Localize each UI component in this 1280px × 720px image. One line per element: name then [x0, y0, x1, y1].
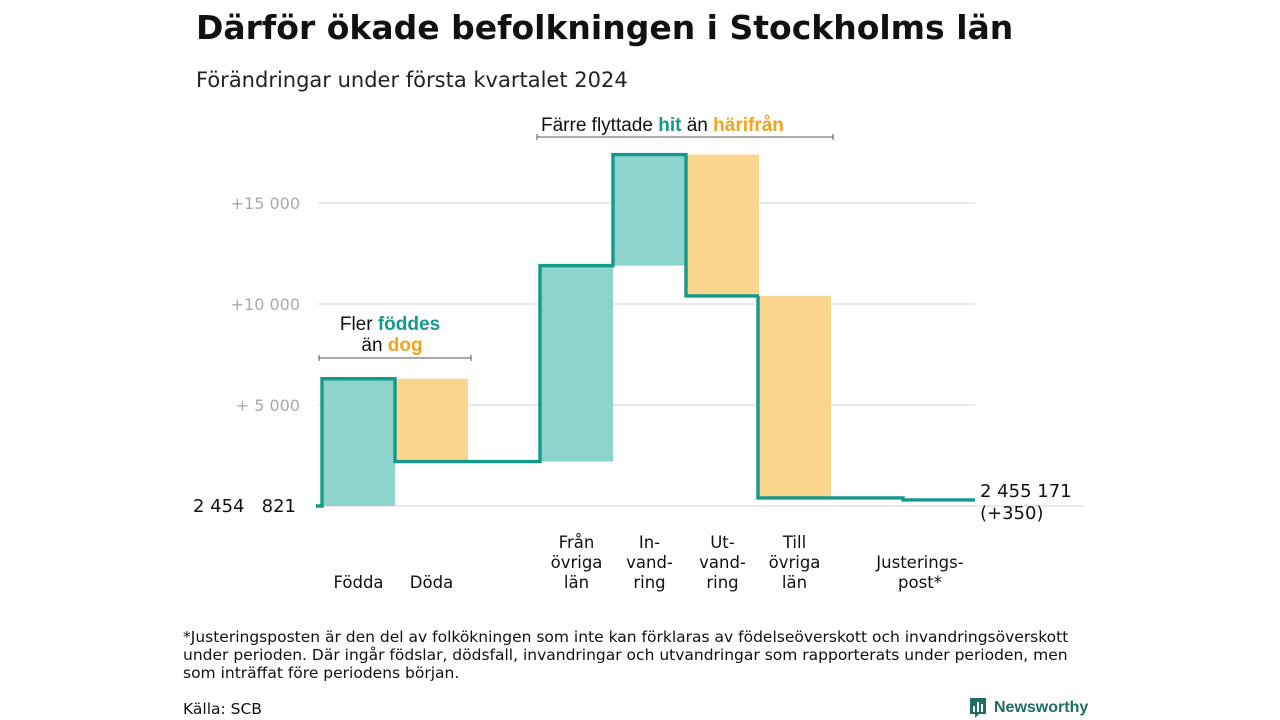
waterfall-bar [758, 295, 831, 498]
brand-name: Newsworthy [994, 699, 1089, 716]
births-annotation-line1: Fler föddes [340, 314, 440, 335]
waterfall-bar [395, 378, 468, 462]
start-value-label: 2 454 821 [193, 496, 296, 517]
births-annotation: Fler föddes än dog [318, 314, 472, 361]
waterfall-bar [613, 154, 686, 266]
births-bracket [318, 355, 472, 361]
footnote: *Justeringsposten är den del av folkökni… [183, 628, 1069, 682]
category-labels: Födda Döda Från övriga län In-vand-ring Ut-van… [333, 533, 963, 592]
waterfall-bar [322, 378, 395, 506]
migration-annotation: Färre flyttade hit än härifrån [536, 115, 834, 140]
y-tick-label: +10 000 [231, 295, 300, 314]
step-line [316, 152, 975, 508]
chart-title: Därför ökade befolkningen i Stockholms l… [196, 8, 1014, 47]
chart-subtitle: Förändringar under första kvartalet 2024 [196, 68, 628, 92]
category-label: Justerings-post* [875, 553, 963, 592]
category-label: Döda [410, 573, 453, 592]
category-label: Till övriga län [769, 533, 821, 592]
bars [322, 154, 831, 506]
category-label: Ut-vand-ring [699, 533, 746, 592]
births-annotation-line2: än dog [361, 335, 422, 356]
bar-chart-icon [970, 698, 986, 718]
brand-logo: Newsworthy [968, 697, 1088, 719]
category-label: Födda [333, 573, 383, 592]
end-change-label: (+350) [980, 503, 1043, 524]
y-axis-ticks: +15 000 +10 000 + 5 000 [231, 194, 300, 415]
category-label: In-vand-ring [626, 533, 673, 592]
category-label: Från övriga län [551, 533, 603, 592]
source-label: Källa: SCB [183, 700, 262, 718]
end-value-label: 2 455 171 [980, 481, 1072, 502]
cumulative-step-line [316, 152, 975, 508]
migration-bracket [536, 134, 834, 140]
waterfall-bar [686, 154, 759, 296]
y-tick-label: + 5 000 [236, 396, 300, 415]
waterfall-bar [540, 265, 613, 462]
y-tick-label: +15 000 [231, 194, 300, 213]
migration-annotation-text: Färre flyttade hit än härifrån [541, 115, 784, 136]
